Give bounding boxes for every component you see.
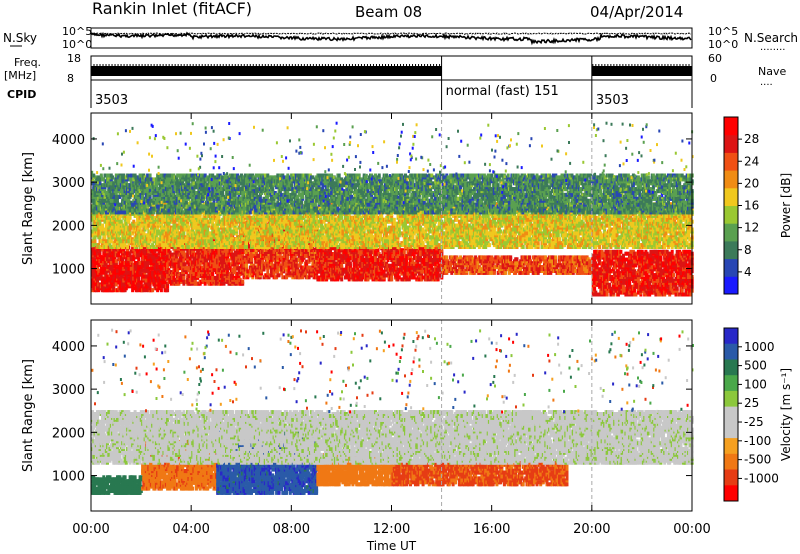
nsky-label: N.Sky (3, 31, 37, 45)
freq-tick-top: 18 (67, 52, 81, 65)
nsearch-tick-top: 10^5 (708, 25, 738, 38)
power-cell (137, 277, 140, 281)
power-cell (137, 257, 140, 261)
nave-legend: .... (760, 77, 773, 88)
freq-label-unit: [MHz] (4, 69, 36, 82)
freq-band-1 (91, 66, 442, 76)
nave-tick-top: 60 (708, 52, 722, 65)
nsearch-legend: ........ (760, 42, 785, 53)
nsearch-tick-bot: 10^0 (708, 38, 738, 51)
station-title: Rankin Inlet (fitACF) (92, 0, 252, 18)
cpid-label: CPID (7, 88, 36, 101)
nsky-trace (91, 33, 691, 43)
nsky-panel (91, 28, 692, 48)
nsky-tick-top: 10^5 (62, 25, 92, 38)
freq-tick-bot: 8 (67, 72, 74, 85)
power-cell (119, 263, 122, 267)
power-cell (166, 288, 169, 292)
freq-band-3 (592, 66, 692, 76)
nsky-tick-bot: 10^0 (62, 38, 92, 51)
nave-tick-bot: 0 (710, 72, 717, 85)
cpid-label-2: normal (fast) 151 (446, 84, 559, 99)
freq-label-top: Freq. (14, 56, 41, 69)
date-label: 04/Apr/2014 (590, 3, 683, 21)
beam-label: Beam 08 (355, 3, 422, 21)
cpid-label-1: 3503 (95, 93, 128, 108)
cpid-label-3: 3503 (596, 93, 629, 108)
superdarn-rti-plot: Rankin Inlet (fitACF) Beam 08 04/Apr/2014 3… (0, 0, 800, 554)
power-cell (160, 288, 163, 292)
